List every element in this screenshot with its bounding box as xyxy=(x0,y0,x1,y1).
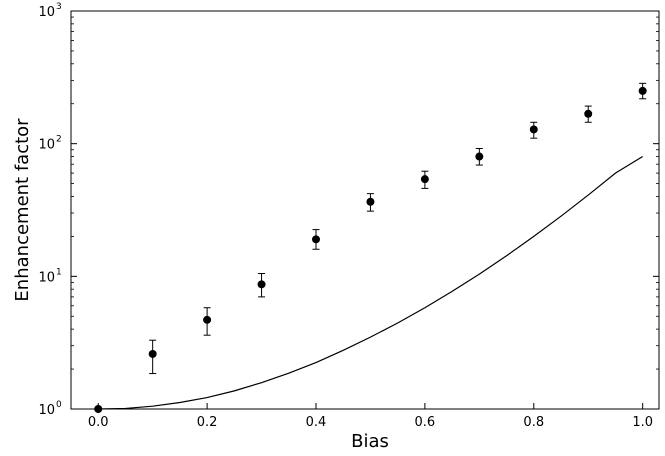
y-tick-exponent: 0 xyxy=(56,400,62,410)
x-ticks: 0.0 0.2 0.4 0.6 0.8 1.0 xyxy=(88,403,653,430)
x-tick-label: 0.0 xyxy=(88,415,109,430)
data-point xyxy=(312,235,320,244)
y-tick-label: 10 xyxy=(38,403,55,418)
data-point xyxy=(584,109,593,118)
x-tick-label: 1.0 xyxy=(632,415,653,430)
data-point xyxy=(420,175,429,184)
y-tick-label: 10 xyxy=(38,5,55,20)
model-curve xyxy=(98,156,643,410)
y-axis-label: Enhancement factor xyxy=(12,118,33,302)
y-minor-ticks xyxy=(71,16,659,370)
x-tick-label: 0.4 xyxy=(306,415,327,430)
x-tick-label: 0.6 xyxy=(415,415,436,430)
data-point xyxy=(257,280,266,289)
y-tick-exponent: 1 xyxy=(56,267,62,277)
series-layer xyxy=(94,82,647,413)
plot-frame xyxy=(70,10,660,410)
x-axis-label: Bias xyxy=(351,431,389,452)
y-tick-exponent: 2 xyxy=(56,135,62,145)
y-tick-label: 10 xyxy=(38,138,55,153)
y-tick-exponent: 3 xyxy=(56,2,62,12)
data-point xyxy=(638,86,647,95)
y-tick-label: 10 xyxy=(38,270,55,285)
data-point xyxy=(148,349,157,358)
x-tick-label: 0.8 xyxy=(523,415,544,430)
data-point xyxy=(366,197,375,206)
data-point xyxy=(529,125,538,134)
data-point xyxy=(203,315,212,324)
data-point xyxy=(475,152,484,161)
x-tick-label: 0.2 xyxy=(197,415,218,430)
